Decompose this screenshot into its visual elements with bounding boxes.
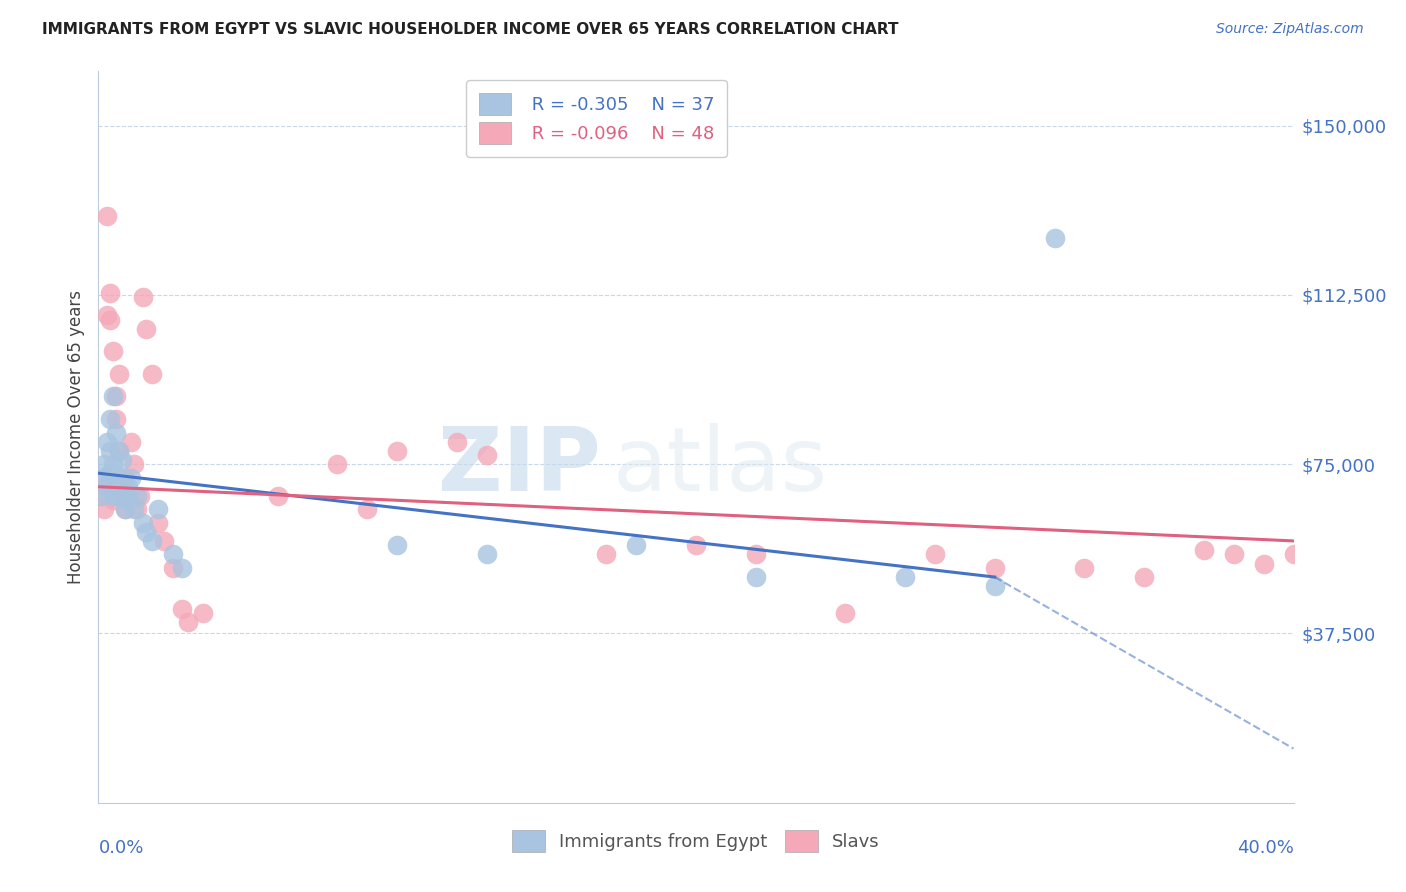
Point [96,480,118,494]
Point [96,434,118,449]
Point [120,471,142,485]
Point [98,466,122,480]
Point [1133,570,1156,584]
Point [177,615,200,630]
Point [135,322,157,336]
Point [114,502,136,516]
Point [1073,561,1095,575]
Point [105,389,128,403]
Point [132,290,155,304]
Point [93,471,115,485]
Point [108,367,131,381]
Point [103,493,125,508]
Point [114,502,136,516]
Point [117,489,139,503]
Point [127,489,149,503]
Point [132,516,155,530]
Point [93,502,115,516]
Point [153,533,176,548]
Y-axis label: Householder Income Over 65 years: Householder Income Over 65 years [66,290,84,584]
Point [105,480,128,494]
Point [148,502,170,516]
Point [356,502,378,516]
Point [98,412,122,426]
Point [111,452,134,467]
Point [90,489,112,503]
Point [1253,557,1275,571]
Point [129,489,152,503]
Point [172,601,194,615]
Point [924,548,946,562]
Point [93,471,115,485]
Point [1223,548,1246,562]
Point [1282,548,1305,562]
Point [162,561,184,575]
Point [108,443,131,458]
Point [745,548,768,562]
Point [98,443,122,458]
Point [475,448,498,462]
Point [111,489,134,503]
Point [90,489,112,503]
Point [626,538,648,552]
Point [105,425,128,440]
Text: 40.0%: 40.0% [1237,839,1294,857]
Point [595,548,617,562]
Point [103,457,125,471]
Point [894,570,917,584]
Text: 0.0%: 0.0% [98,839,143,857]
Point [108,443,131,458]
Point [105,412,128,426]
Point [103,389,125,403]
Point [103,344,125,359]
Point [108,489,131,503]
Point [326,457,349,471]
Point [385,538,409,552]
Point [93,457,115,471]
Point [127,502,149,516]
Point [103,489,125,503]
Point [98,285,122,300]
Point [114,489,136,503]
Text: IMMIGRANTS FROM EGYPT VS SLAVIC HOUSEHOLDER INCOME OVER 65 YEARS CORRELATION CHA: IMMIGRANTS FROM EGYPT VS SLAVIC HOUSEHOL… [42,22,898,37]
Point [385,443,409,458]
Point [172,561,194,575]
Text: ZIP: ZIP [437,423,600,510]
Point [141,533,163,548]
Point [162,548,184,562]
Point [124,502,146,516]
Point [446,434,468,449]
Point [148,516,170,530]
Point [111,471,134,485]
Point [685,538,707,552]
Point [120,434,142,449]
Point [96,209,118,223]
Point [267,489,290,503]
Point [984,561,1007,575]
Point [96,308,118,322]
Point [117,493,139,508]
Point [984,579,1007,593]
Point [141,367,163,381]
Point [191,606,214,620]
Point [1192,543,1215,558]
Point [117,480,139,494]
Point [98,312,122,326]
Point [135,524,157,539]
Point [475,548,498,562]
Point [834,606,856,620]
Point [114,471,136,485]
Point [1043,231,1066,245]
Text: Source: ZipAtlas.com: Source: ZipAtlas.com [1216,22,1364,37]
Point [745,570,768,584]
Point [124,457,146,471]
Legend: Immigrants from Egypt, Slavs: Immigrants from Egypt, Slavs [505,823,887,860]
Text: atlas: atlas [613,423,828,510]
